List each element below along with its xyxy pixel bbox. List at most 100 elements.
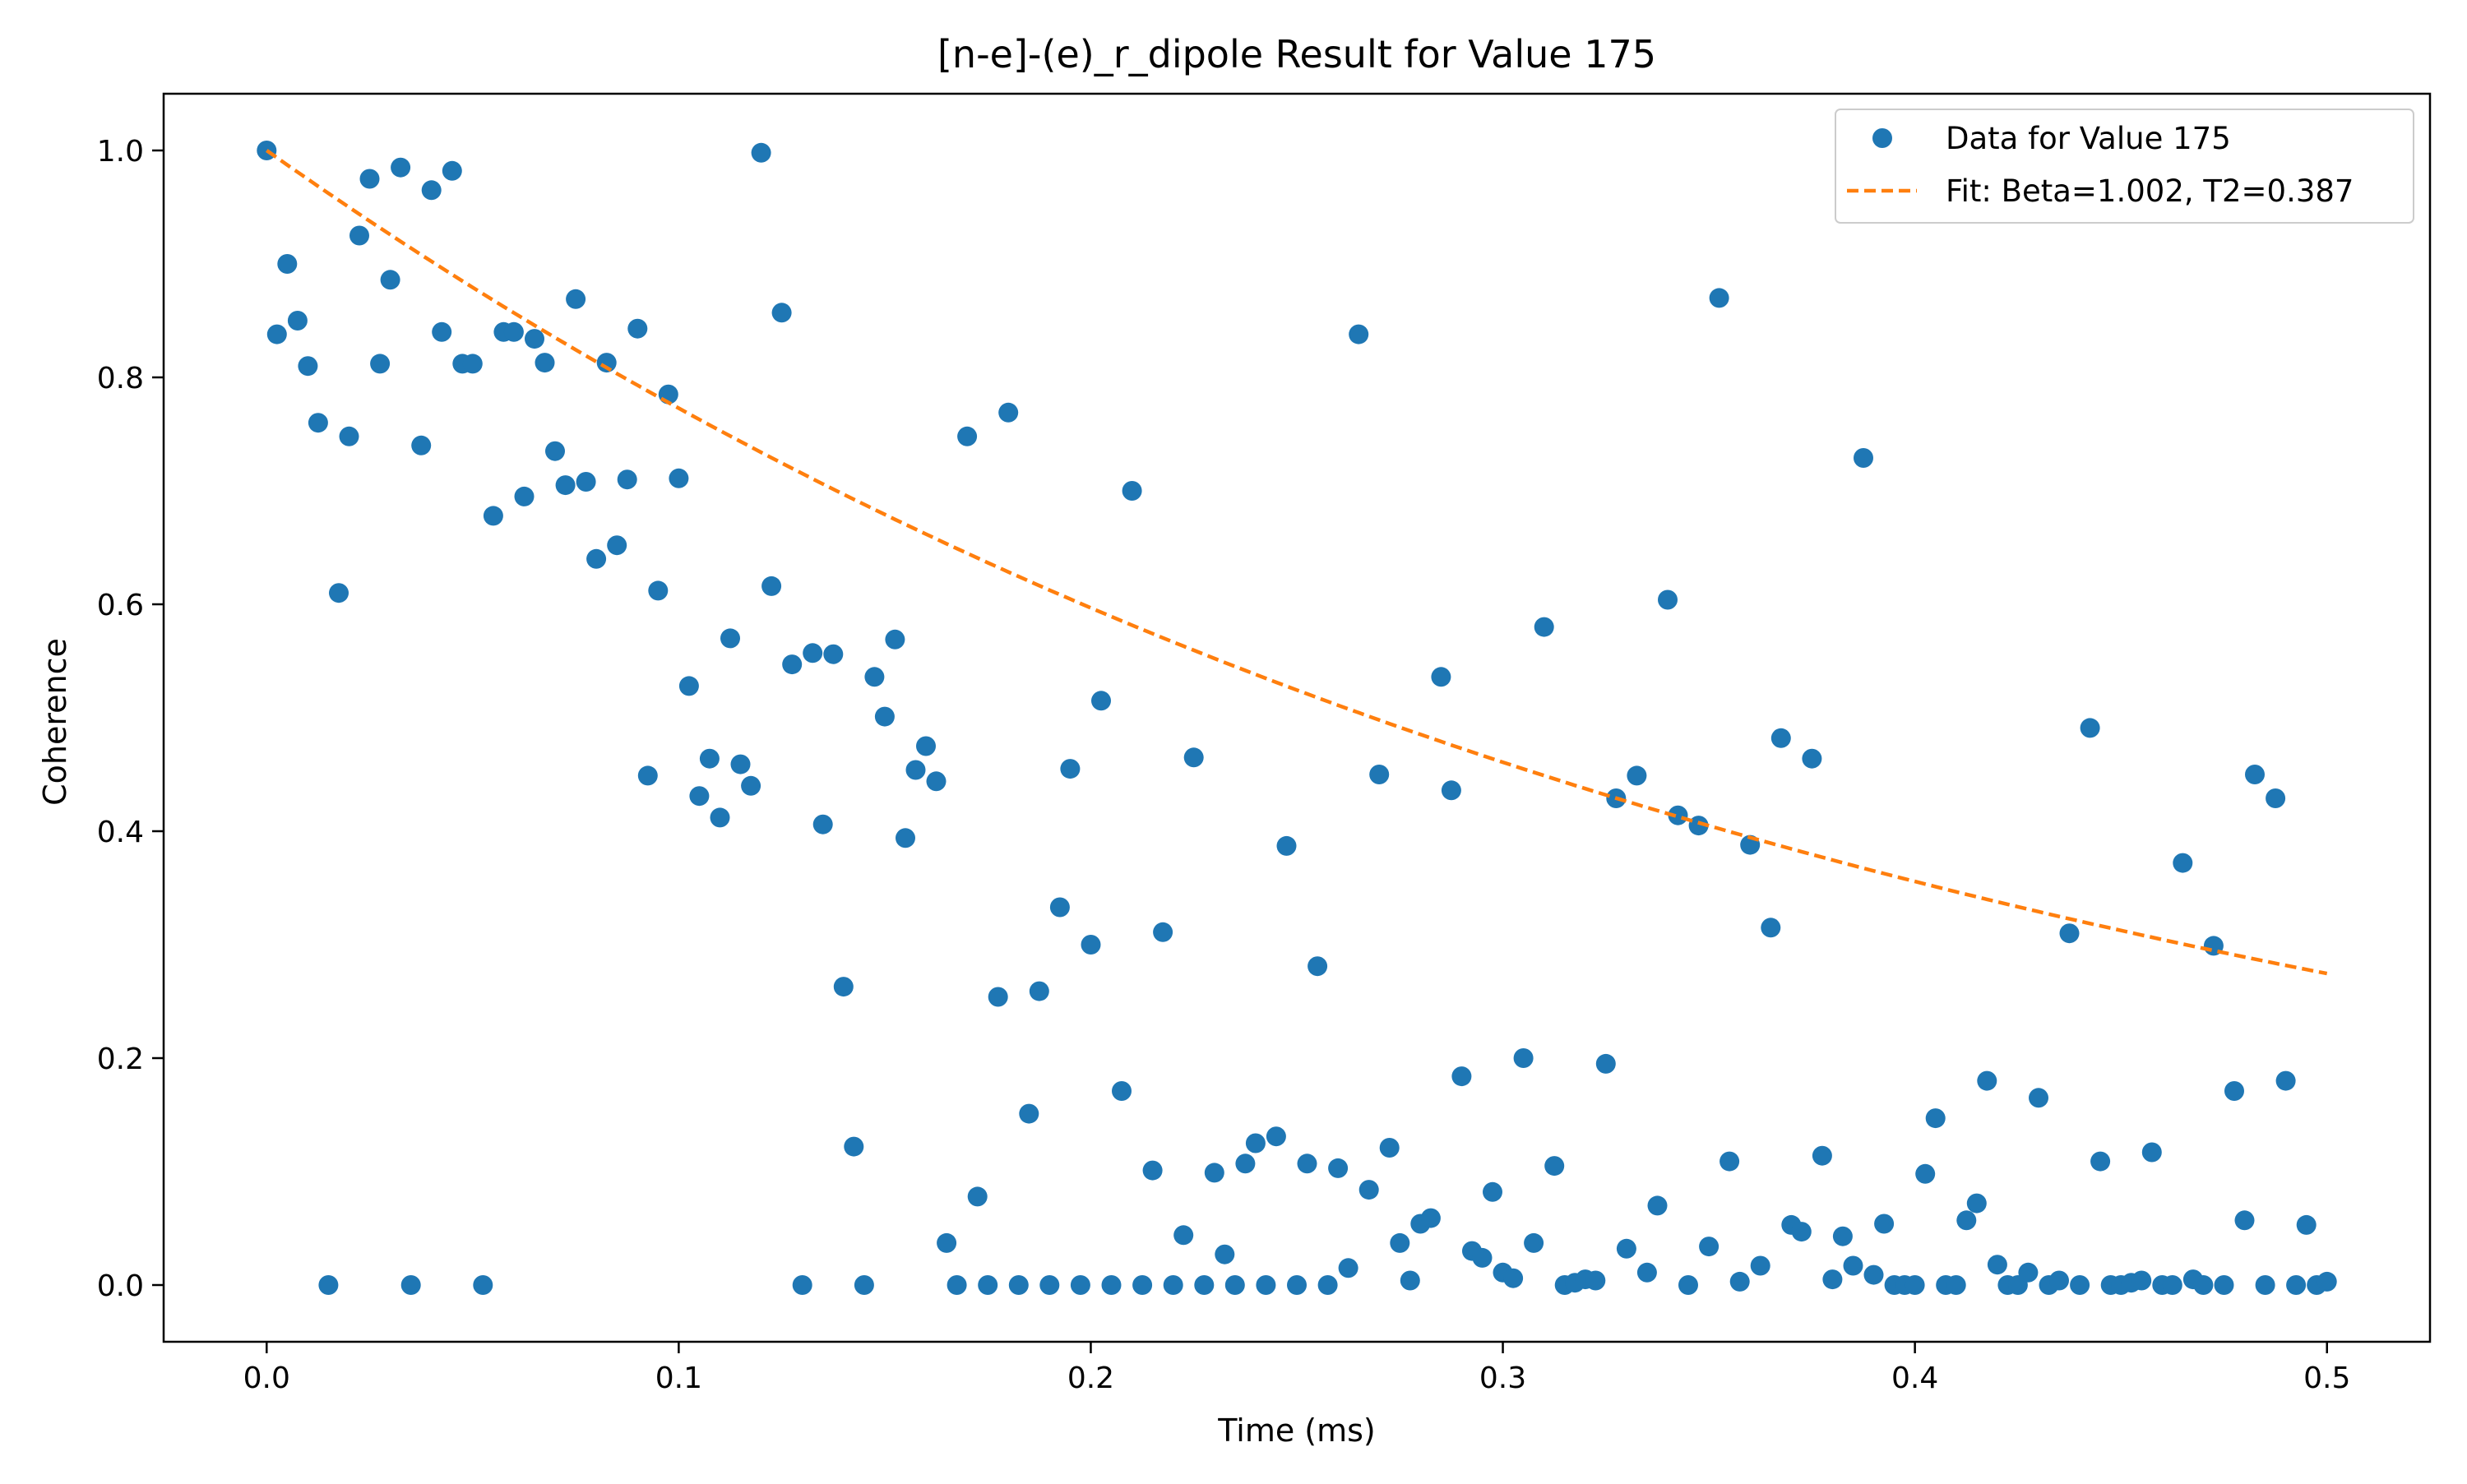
data-point-45 — [720, 628, 740, 649]
data-point-108 — [1369, 765, 1390, 784]
x-tick-label-3: 0.3 — [1479, 1361, 1526, 1395]
data-point-60 — [874, 706, 895, 727]
data-point-154 — [1843, 1255, 1863, 1276]
data-point-67 — [947, 1275, 967, 1295]
data-point-182 — [2131, 1270, 2152, 1291]
data-point-91 — [1194, 1275, 1215, 1295]
data-point-73 — [1008, 1275, 1029, 1295]
data-point-84 — [1122, 481, 1142, 501]
y-tick-label-0: 0.0 — [97, 1269, 144, 1303]
y-axis-label: Coherence — [37, 638, 73, 806]
data-point-9 — [349, 225, 369, 246]
data-point-118 — [1472, 1247, 1493, 1268]
data-point-138 — [1678, 1275, 1698, 1295]
data-point-133 — [1627, 765, 1647, 786]
data-point-198 — [2296, 1214, 2317, 1235]
data-point-66 — [937, 1232, 957, 1253]
plot-frame — [162, 92, 2432, 1343]
data-point-37 — [637, 765, 658, 786]
data-point-109 — [1379, 1138, 1400, 1158]
data-point-166 — [1966, 1193, 1987, 1214]
data-point-57 — [844, 1136, 864, 1157]
data-point-90 — [1183, 747, 1204, 768]
data-point-11 — [370, 354, 391, 374]
data-point-12 — [380, 270, 400, 290]
data-point-177 — [2080, 718, 2100, 738]
data-point-176 — [2070, 1275, 2090, 1295]
data-point-75 — [1029, 981, 1049, 1001]
data-point-167 — [1977, 1070, 1997, 1091]
data-point-124 — [1534, 617, 1554, 637]
data-point-192 — [2234, 1210, 2255, 1231]
data-point-76 — [1039, 1275, 1060, 1295]
data-point-38 — [648, 580, 669, 601]
data-point-161 — [1915, 1163, 1936, 1184]
data-point-34 — [607, 535, 627, 556]
data-point-10 — [359, 169, 380, 189]
data-point-81 — [1091, 691, 1111, 711]
data-point-172 — [2029, 1088, 2048, 1108]
data-point-55 — [823, 644, 844, 664]
x-tick-label-5: 0.5 — [2303, 1361, 2350, 1395]
data-point-72 — [998, 402, 1019, 423]
data-point-8 — [339, 426, 359, 446]
data-point-43 — [699, 748, 720, 769]
data-point-32 — [586, 548, 607, 569]
data-point-35 — [617, 469, 637, 490]
data-point-26 — [525, 329, 544, 349]
data-point-186 — [2173, 853, 2193, 873]
data-point-86 — [1142, 1160, 1163, 1181]
data-point-92 — [1204, 1163, 1224, 1183]
data-point-156 — [1863, 1264, 1884, 1285]
data-point-155 — [1854, 448, 1873, 468]
legend-marker-data — [1872, 128, 1892, 148]
data-point-2 — [277, 254, 298, 274]
data-point-56 — [833, 977, 854, 997]
data-point-85 — [1132, 1275, 1153, 1295]
data-point-62 — [896, 828, 915, 848]
y-tick-label-1: 0.2 — [97, 1042, 144, 1076]
data-point-83 — [1112, 1081, 1132, 1101]
data-point-151 — [1812, 1145, 1832, 1166]
data-point-36 — [627, 318, 648, 339]
data-point-88 — [1163, 1275, 1183, 1295]
data-point-171 — [2018, 1262, 2039, 1283]
data-point-114 — [1431, 667, 1451, 687]
legend-label-data: Data for Value 175 — [1946, 121, 2231, 156]
data-point-71 — [988, 987, 1008, 1007]
data-point-195 — [2266, 788, 2286, 808]
data-point-46 — [730, 754, 751, 774]
data-point-22 — [483, 506, 503, 526]
fit-curve — [266, 149, 2328, 976]
data-point-97 — [1256, 1275, 1276, 1295]
data-point-105 — [1338, 1258, 1358, 1278]
data-point-98 — [1266, 1126, 1286, 1147]
data-point-3 — [287, 311, 308, 331]
data-point-103 — [1317, 1275, 1338, 1295]
data-point-196 — [2275, 1070, 2296, 1091]
data-point-104 — [1328, 1158, 1349, 1178]
data-point-175 — [2059, 923, 2080, 944]
legend: Data for Value 175 Fit: Beta=1.002, T2=0… — [1835, 109, 2414, 224]
data-point-147 — [1770, 728, 1791, 748]
data-point-191 — [2224, 1081, 2244, 1101]
data-point-165 — [1956, 1210, 1977, 1231]
data-point-89 — [1173, 1225, 1194, 1246]
data-point-110 — [1390, 1232, 1410, 1253]
data-point-152 — [1822, 1269, 1843, 1290]
data-point-87 — [1153, 922, 1173, 942]
data-point-15 — [411, 435, 432, 455]
data-point-190 — [2214, 1275, 2234, 1295]
data-point-101 — [1297, 1153, 1317, 1174]
data-point-51 — [782, 654, 803, 675]
data-point-107 — [1358, 1180, 1379, 1200]
data-point-5 — [308, 413, 328, 433]
data-point-140 — [1699, 1237, 1719, 1257]
data-point-137 — [1668, 805, 1688, 825]
legend-box — [1835, 109, 2414, 224]
y-tick-label-2: 0.4 — [97, 816, 144, 849]
data-point-99 — [1276, 835, 1297, 856]
data-point-78 — [1060, 759, 1081, 779]
data-point-157 — [1874, 1214, 1895, 1234]
